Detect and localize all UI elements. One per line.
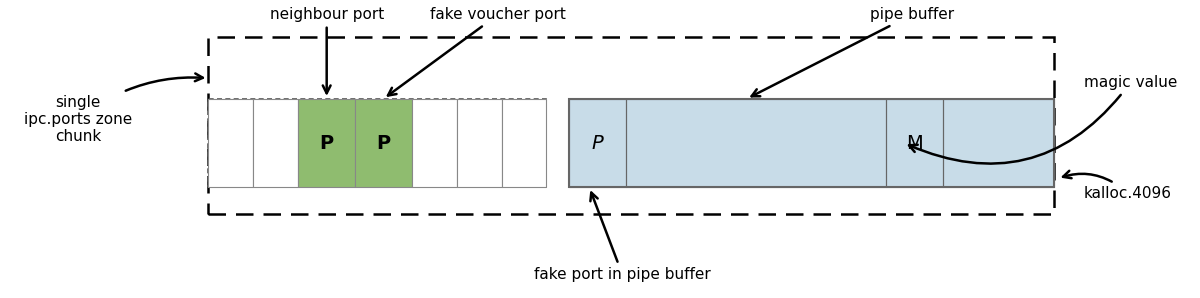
Text: fake port in pipe buffer: fake port in pipe buffer bbox=[534, 193, 710, 282]
Bar bbox=[886, 99, 943, 187]
Bar bbox=[569, 99, 626, 187]
Bar bbox=[569, 99, 1054, 187]
Bar bbox=[355, 99, 412, 187]
Text: fake voucher port: fake voucher port bbox=[388, 7, 566, 96]
Bar bbox=[253, 99, 299, 187]
Text: P: P bbox=[592, 134, 604, 153]
Text: neighbour port: neighbour port bbox=[270, 7, 384, 93]
Bar bbox=[209, 99, 546, 187]
Bar bbox=[626, 99, 886, 187]
Text: magic value: magic value bbox=[910, 75, 1177, 164]
Bar bbox=[457, 99, 502, 187]
Text: M: M bbox=[906, 134, 923, 153]
Bar bbox=[502, 99, 546, 187]
Bar bbox=[209, 99, 253, 187]
Bar bbox=[299, 99, 355, 187]
Text: kalloc.4096: kalloc.4096 bbox=[1063, 171, 1171, 201]
Text: P: P bbox=[319, 134, 334, 153]
Bar bbox=[209, 37, 1054, 214]
Bar bbox=[943, 99, 1054, 187]
Text: pipe buffer: pipe buffer bbox=[751, 7, 954, 96]
Bar bbox=[412, 99, 457, 187]
Text: P: P bbox=[377, 134, 390, 153]
Text: single
ipc.ports zone
chunk: single ipc.ports zone chunk bbox=[24, 73, 203, 144]
